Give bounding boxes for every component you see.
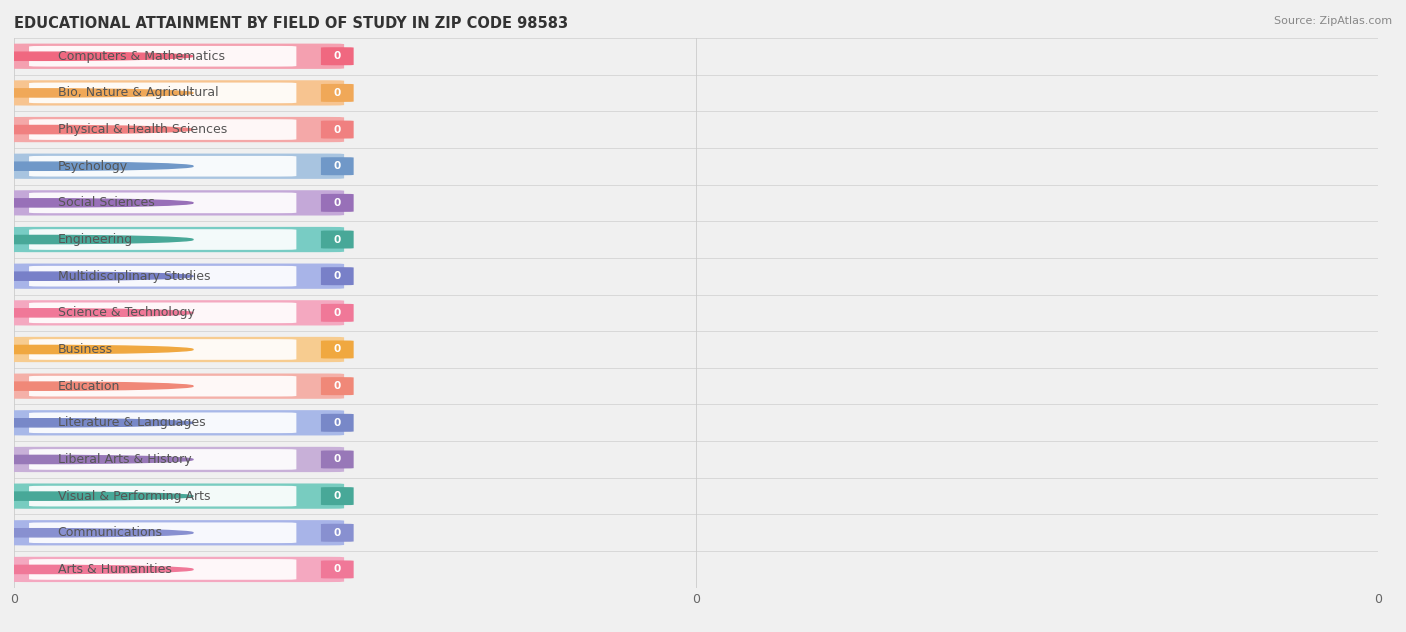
FancyBboxPatch shape — [321, 341, 354, 358]
Text: Computers & Mathematics: Computers & Mathematics — [58, 50, 225, 63]
FancyBboxPatch shape — [10, 337, 344, 362]
FancyBboxPatch shape — [10, 520, 344, 545]
Circle shape — [0, 345, 193, 354]
FancyBboxPatch shape — [10, 117, 344, 142]
Text: Literature & Languages: Literature & Languages — [58, 416, 205, 429]
FancyBboxPatch shape — [321, 377, 354, 395]
FancyBboxPatch shape — [10, 227, 344, 252]
Text: Psychology: Psychology — [58, 160, 128, 173]
FancyBboxPatch shape — [10, 483, 344, 509]
Circle shape — [0, 308, 193, 317]
FancyBboxPatch shape — [10, 80, 344, 106]
Text: 0: 0 — [333, 564, 340, 574]
Circle shape — [0, 565, 193, 574]
Circle shape — [0, 198, 193, 207]
Text: 0: 0 — [333, 418, 340, 428]
FancyBboxPatch shape — [10, 557, 344, 582]
FancyBboxPatch shape — [30, 376, 297, 396]
Circle shape — [0, 162, 193, 171]
FancyBboxPatch shape — [30, 523, 297, 543]
FancyBboxPatch shape — [30, 156, 297, 176]
Circle shape — [0, 125, 193, 134]
FancyBboxPatch shape — [10, 190, 344, 216]
Text: 0: 0 — [333, 344, 340, 355]
Circle shape — [0, 272, 193, 281]
FancyBboxPatch shape — [30, 266, 297, 286]
Text: Physical & Health Sciences: Physical & Health Sciences — [58, 123, 226, 136]
FancyBboxPatch shape — [30, 486, 297, 506]
FancyBboxPatch shape — [10, 374, 344, 399]
FancyBboxPatch shape — [30, 413, 297, 433]
FancyBboxPatch shape — [30, 339, 297, 360]
Text: EDUCATIONAL ATTAINMENT BY FIELD OF STUDY IN ZIP CODE 98583: EDUCATIONAL ATTAINMENT BY FIELD OF STUDY… — [14, 16, 568, 31]
Text: 0: 0 — [333, 454, 340, 465]
FancyBboxPatch shape — [321, 414, 354, 432]
Text: 0: 0 — [333, 88, 340, 98]
FancyBboxPatch shape — [30, 559, 297, 580]
Circle shape — [0, 52, 193, 61]
FancyBboxPatch shape — [321, 231, 354, 248]
Text: Bio, Nature & Agricultural: Bio, Nature & Agricultural — [58, 87, 218, 99]
FancyBboxPatch shape — [30, 229, 297, 250]
Text: Source: ZipAtlas.com: Source: ZipAtlas.com — [1274, 16, 1392, 26]
Text: 0: 0 — [333, 491, 340, 501]
Text: 0: 0 — [333, 271, 340, 281]
Circle shape — [0, 455, 193, 464]
FancyBboxPatch shape — [10, 410, 344, 435]
Circle shape — [0, 382, 193, 391]
FancyBboxPatch shape — [321, 267, 354, 285]
FancyBboxPatch shape — [10, 264, 344, 289]
Text: 0: 0 — [333, 161, 340, 171]
FancyBboxPatch shape — [321, 561, 354, 578]
Circle shape — [0, 528, 193, 537]
FancyBboxPatch shape — [30, 193, 297, 213]
FancyBboxPatch shape — [321, 157, 354, 175]
Circle shape — [0, 418, 193, 427]
Text: 0: 0 — [333, 234, 340, 245]
FancyBboxPatch shape — [321, 194, 354, 212]
Text: 0: 0 — [333, 308, 340, 318]
FancyBboxPatch shape — [321, 47, 354, 65]
Text: 0: 0 — [333, 528, 340, 538]
Text: 0: 0 — [333, 125, 340, 135]
Text: Multidisciplinary Studies: Multidisciplinary Studies — [58, 270, 211, 283]
FancyBboxPatch shape — [10, 300, 344, 325]
Text: 0: 0 — [333, 51, 340, 61]
FancyBboxPatch shape — [10, 447, 344, 472]
FancyBboxPatch shape — [30, 449, 297, 470]
FancyBboxPatch shape — [321, 451, 354, 468]
FancyBboxPatch shape — [321, 524, 354, 542]
Text: 0: 0 — [333, 198, 340, 208]
Text: Liberal Arts & History: Liberal Arts & History — [58, 453, 191, 466]
FancyBboxPatch shape — [30, 83, 297, 103]
FancyBboxPatch shape — [321, 84, 354, 102]
FancyBboxPatch shape — [30, 303, 297, 323]
Text: Business: Business — [58, 343, 112, 356]
Text: Arts & Humanities: Arts & Humanities — [58, 563, 172, 576]
Text: Education: Education — [58, 380, 120, 392]
FancyBboxPatch shape — [10, 154, 344, 179]
Circle shape — [0, 88, 193, 97]
FancyBboxPatch shape — [321, 121, 354, 138]
Circle shape — [0, 235, 193, 244]
FancyBboxPatch shape — [10, 44, 344, 69]
FancyBboxPatch shape — [321, 304, 354, 322]
Text: Science & Technology: Science & Technology — [58, 307, 194, 319]
Text: Social Sciences: Social Sciences — [58, 197, 155, 209]
FancyBboxPatch shape — [321, 487, 354, 505]
Circle shape — [0, 492, 193, 501]
Text: 0: 0 — [333, 381, 340, 391]
Text: Communications: Communications — [58, 526, 163, 539]
FancyBboxPatch shape — [30, 46, 297, 66]
FancyBboxPatch shape — [30, 119, 297, 140]
Text: Engineering: Engineering — [58, 233, 132, 246]
Text: Visual & Performing Arts: Visual & Performing Arts — [58, 490, 211, 502]
